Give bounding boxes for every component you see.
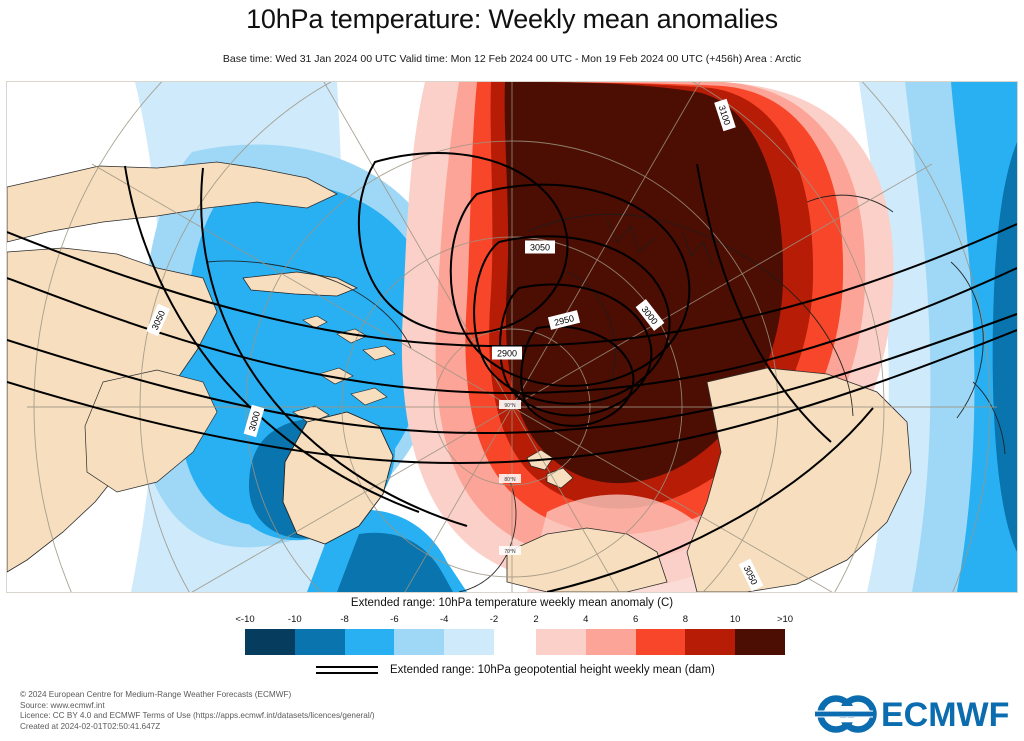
footer-credits: © 2024 European Centre for Medium-Range … <box>20 690 720 732</box>
colorbar-tick-cold-3: -6 <box>390 614 399 625</box>
colorbar-title: Extended range: 10hPa temperature weekly… <box>350 597 674 609</box>
colorbar-legend: Extended range: 10hPa temperature weekly… <box>6 597 1018 659</box>
colorbar-swatch-cold-0 <box>245 629 295 655</box>
ecmwf-logo-mark <box>815 695 877 733</box>
colorbar-tick-warm-4: 10 <box>729 614 741 625</box>
svg-text:90°N: 90°N <box>504 403 516 409</box>
colorbar-tick-warm-3: 8 <box>682 614 689 625</box>
colorbar-swatch-cold-4 <box>444 629 494 655</box>
colorbar-tick-warm-5: >10 <box>776 614 794 625</box>
ecmwf-logo-text: ECMWF <box>881 696 1009 734</box>
colorbar-swatch-warm-1 <box>585 629 636 655</box>
colorbar-swatch-cold-1 <box>294 629 345 655</box>
svg-text:2900: 2900 <box>497 349 517 359</box>
footer-line-licence: Licence: CC BY 4.0 and ECMWF Terms of Us… <box>20 711 375 721</box>
contour-line-sample <box>316 665 378 676</box>
colorbar-swatch-warm-0 <box>536 629 586 655</box>
page-title: 10hPa temperature: Weekly mean anomalies <box>246 4 778 34</box>
contour-legend-label: Extended range: 10hPa geopotential heigh… <box>390 664 715 676</box>
svg-text:70°N: 70°N <box>504 549 516 555</box>
svg-text:80°N: 80°N <box>504 477 516 483</box>
colorbar-swatch-warm-4 <box>735 629 785 655</box>
colorbar-tick-warm-2: 6 <box>632 614 639 625</box>
colorbar-swatch-cold-3 <box>394 629 445 655</box>
footer-line-source: Source: www.ecmwf.int <box>20 700 105 710</box>
svg-text:3050: 3050 <box>530 243 550 253</box>
colorbar-cold-group <box>245 629 494 655</box>
colorbar-tick-warm-0: 2 <box>533 614 539 625</box>
footer-line-created: Created at 2024-02-01T02:50:41.647Z <box>20 721 161 731</box>
colorbar-tick-cold-2: -8 <box>340 614 349 625</box>
colorbar-tick-cold-4: -4 <box>439 614 449 625</box>
colorbar-tick-cold-0: <-10 <box>235 614 255 625</box>
svg-text:2950: 2950 <box>553 313 575 328</box>
footer-line-copyright: © 2024 European Centre for Medium-Range … <box>20 690 292 699</box>
colorbar-row: <-10 -10 -8 -6 -4 -2 2 4 6 8 10 >10 <box>235 614 793 655</box>
colorbar-tick-cold-5: -2 <box>489 614 499 625</box>
contour-legend: Extended range: 10hPa geopotential heigh… <box>6 664 1018 686</box>
map-canvas[interactable]: 90°N 80°N 70°N 3050 3000 3050 <box>6 81 1018 593</box>
ecmwf-logo: ECMWF <box>815 692 1011 736</box>
chart-subtitle: Base time: Wed 31 Jan 2024 00 UTC Valid … <box>222 53 802 65</box>
colorbar-tick-warm-1: 4 <box>583 614 589 625</box>
colorbar-warm-group <box>536 629 785 655</box>
colorbar-swatch-warm-3 <box>685 629 736 655</box>
colorbar-swatch-warm-2 <box>635 629 686 655</box>
map-svg: 90°N 80°N 70°N 3050 3000 3050 <box>7 82 1017 592</box>
colorbar-swatch-cold-2 <box>344 629 395 655</box>
colorbar-tick-cold-1: -10 <box>287 614 302 625</box>
